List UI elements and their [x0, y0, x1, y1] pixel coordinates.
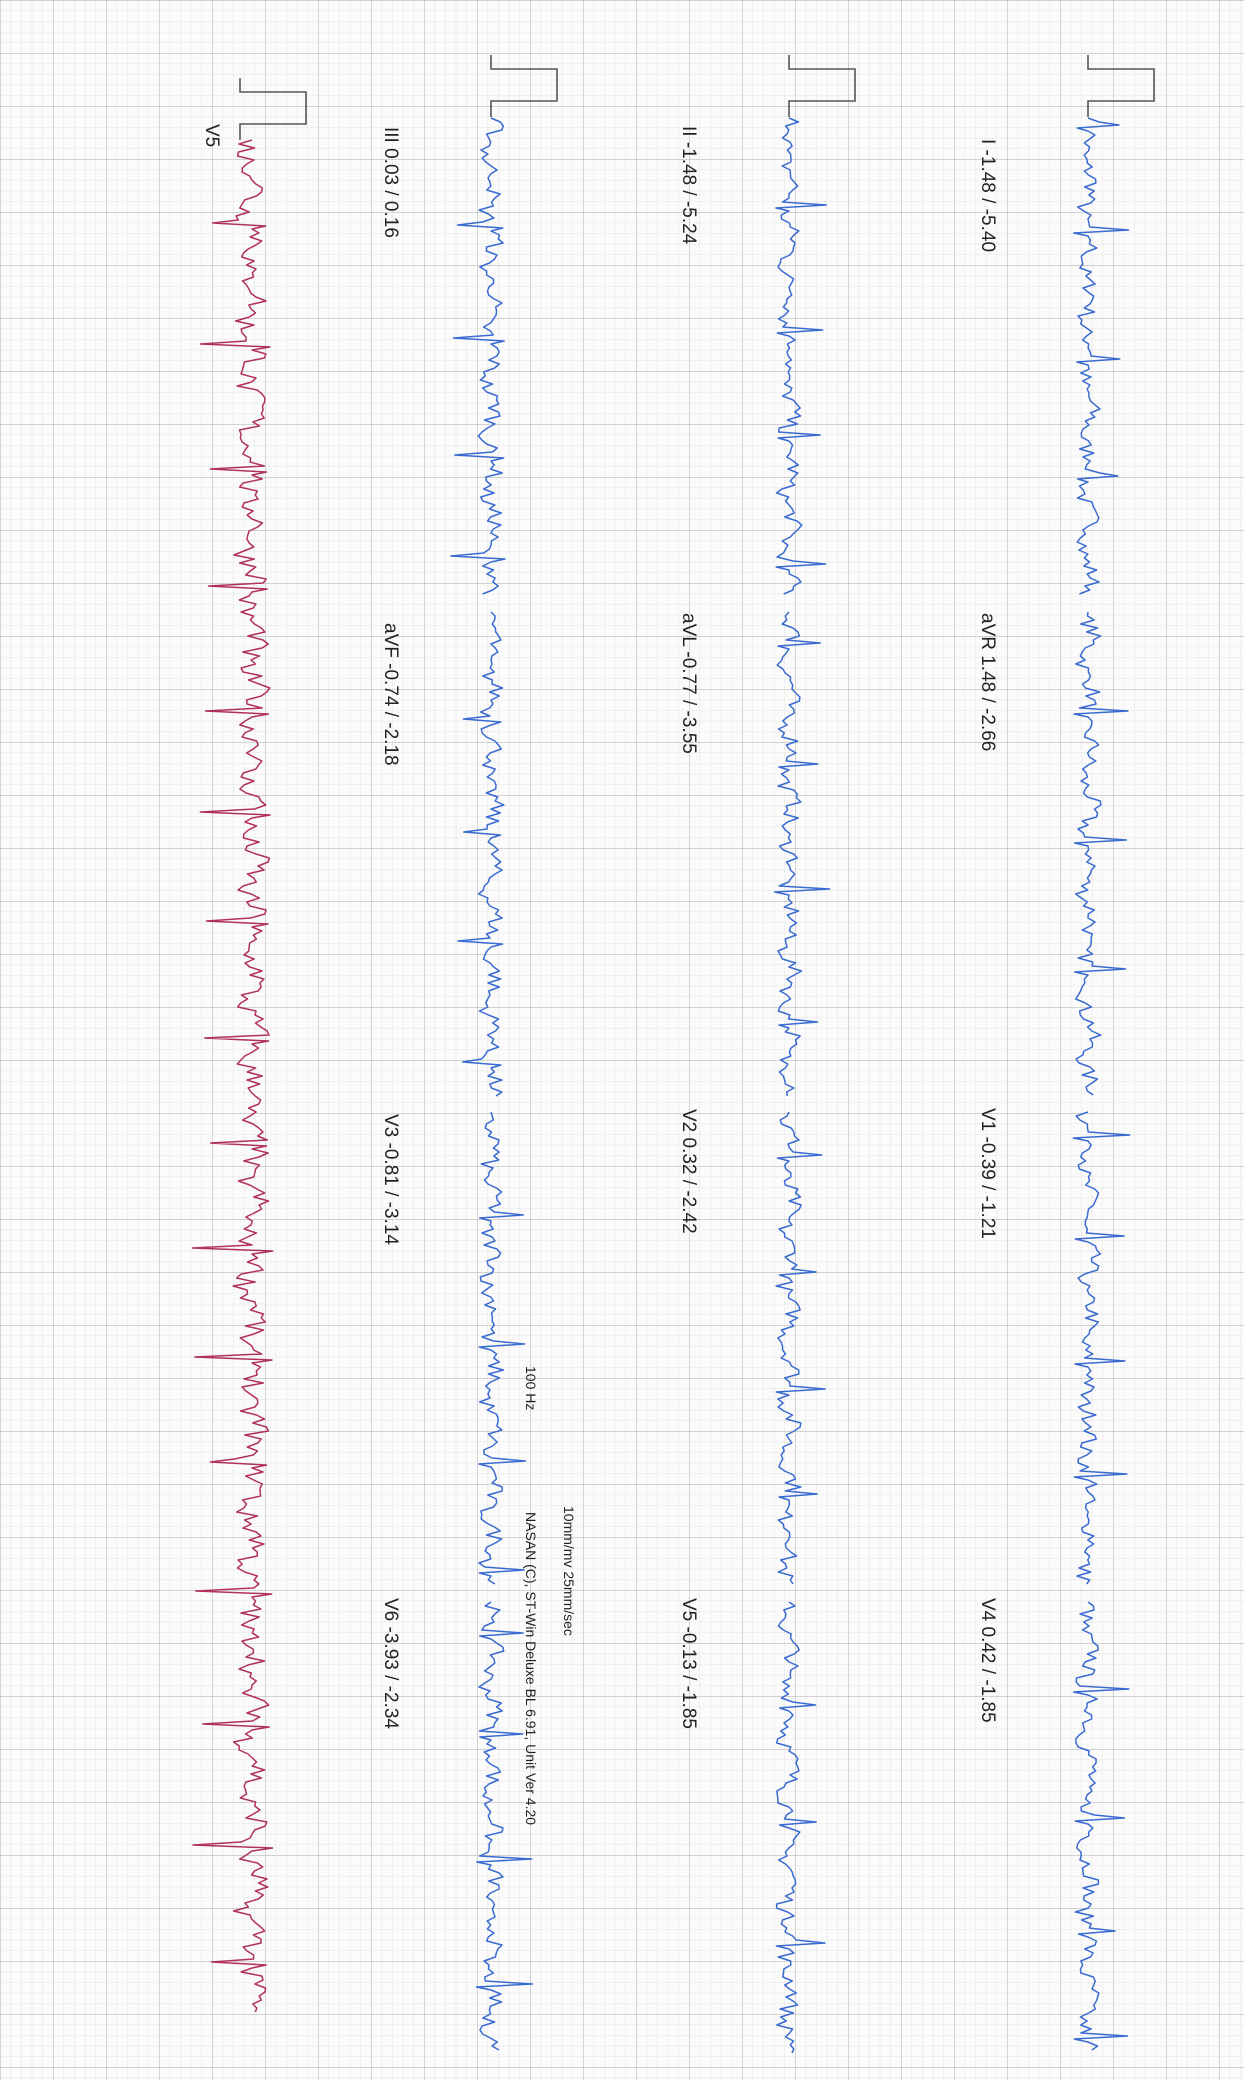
- lead-trace: [773, 611, 831, 1097]
- calibration-pulse: [239, 78, 307, 140]
- settings-text: 10mm/mv 25mm/sec: [561, 1506, 577, 1636]
- calibration-pulse: [788, 55, 856, 117]
- lead-trace: [1073, 611, 1129, 1096]
- lead-label: III 0.03 / 0.16: [380, 127, 401, 238]
- lead-trace: [475, 1601, 534, 2051]
- calibration-pulse: [490, 55, 558, 117]
- lead-trace: [1072, 1601, 1130, 2051]
- labels: I -1.48 / -5.40 aVR 1.48 / -2.66 V1 -0.39 …: [201, 124, 998, 1729]
- lead-trace: [775, 117, 828, 595]
- lead-label: I -1.48 / -5.40: [977, 139, 998, 252]
- lead-trace: [775, 1111, 826, 1585]
- lead-label: aVL -0.77 / -3.55: [678, 613, 699, 754]
- lead-label: V3 -0.81 / -3.14: [380, 1114, 401, 1245]
- lead-label: aVR 1.48 / -2.66: [977, 613, 998, 751]
- lead-trace: [457, 611, 505, 1097]
- lead-trace: [1072, 1111, 1131, 1585]
- filter-text: 100 Hz: [523, 1366, 539, 1410]
- lead-label: V2 0.32 / -2.42: [678, 1109, 699, 1234]
- rhythm-trace: [191, 139, 274, 2013]
- traces: [191, 55, 1155, 2054]
- lead-label: V5 -0.13 / -1.85: [678, 1598, 699, 1729]
- lead-label: II -1.48 / -5.24: [678, 126, 699, 245]
- rhythm-label: V5: [201, 124, 222, 147]
- lead-label: V4 0.42 / -1.85: [977, 1598, 998, 1723]
- software-text: NASAN (C), ST-Win Deluxe BL 6.91, Unit V…: [523, 1512, 539, 1825]
- calibration-pulse: [1087, 55, 1155, 117]
- lead-label: V1 -0.39 / -1.21: [977, 1108, 998, 1239]
- lead-trace: [450, 117, 506, 595]
- lead-trace: [1073, 117, 1130, 595]
- lead-trace: [478, 1111, 527, 1585]
- lead-label: aVF -0.74 / -2.18: [380, 623, 401, 766]
- lead-trace: [775, 1601, 826, 2054]
- lead-label: V6 -3.93 / -2.34: [380, 1598, 401, 1729]
